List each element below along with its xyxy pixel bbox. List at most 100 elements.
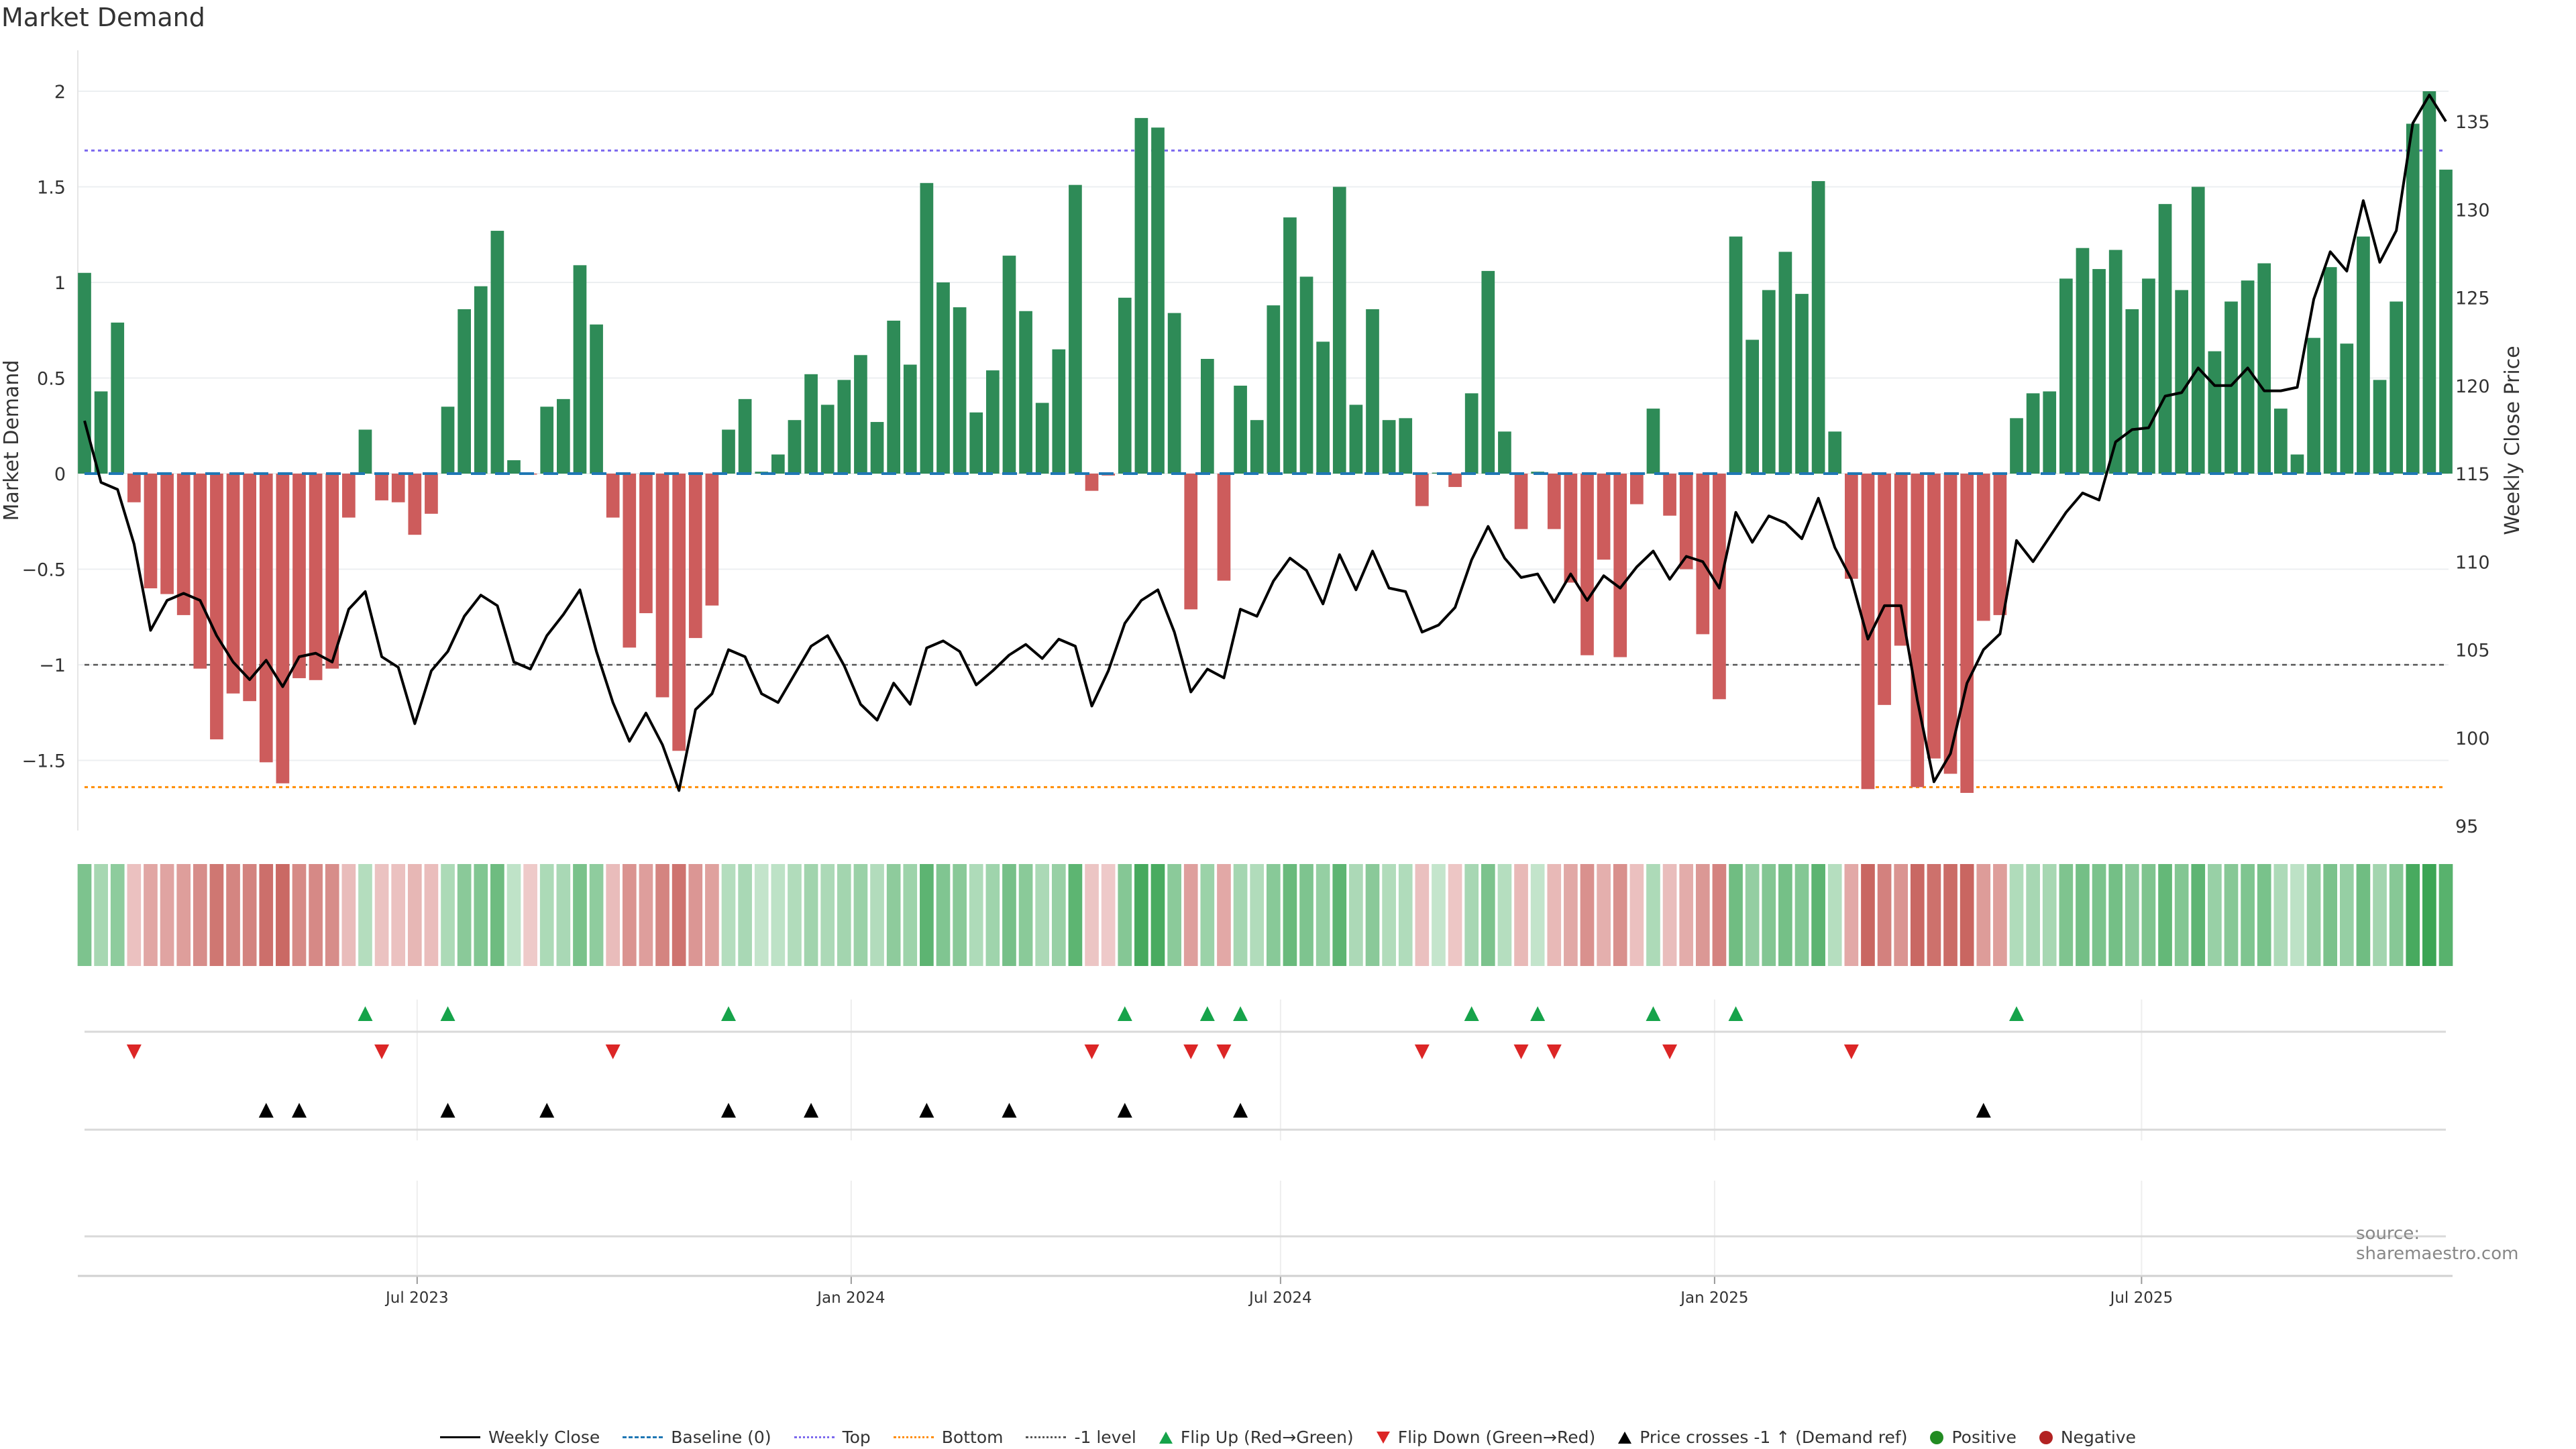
y-tick-label: 2: [54, 82, 66, 103]
demand-bar: [391, 474, 405, 502]
demand-bar: [854, 355, 867, 474]
heat-cell: [193, 864, 207, 966]
demand-bar: [259, 474, 273, 763]
demand-bar: [557, 398, 570, 474]
heat-cell: [2273, 864, 2288, 966]
heat-cell: [1778, 864, 1792, 966]
demand-bar: [2257, 263, 2271, 474]
heat-cell: [1564, 864, 1578, 966]
heat-cell: [1382, 864, 1396, 966]
heat-cell: [2174, 864, 2189, 966]
y-axis-label: Market Demand: [0, 360, 23, 521]
heat-cell: [474, 864, 488, 966]
heat-cell: [325, 864, 339, 966]
demand-bar: [1746, 339, 1759, 474]
demand-bar: [804, 374, 818, 474]
demand-bar: [2059, 278, 2073, 474]
heat-cell: [2158, 864, 2172, 966]
heat-cell: [870, 864, 884, 966]
heat-cell: [705, 864, 719, 966]
heat-cell: [1613, 864, 1627, 966]
heat-cell: [160, 864, 174, 966]
heat-cell: [1332, 864, 1347, 966]
heat-cell: [358, 864, 372, 966]
y-tick-label: −1: [39, 655, 66, 676]
legend-label: Flip Down (Green→Red): [1397, 1428, 1596, 1447]
heat-cell: [1927, 864, 1941, 966]
demand-bar: [2191, 186, 2205, 474]
heat-cell: [2306, 864, 2321, 966]
legend-label: -1 level: [1074, 1428, 1136, 1447]
demand-bar: [2357, 236, 2370, 474]
demand-bar: [2125, 309, 2139, 474]
y-tick-label: 0: [54, 464, 66, 485]
price-cross-marker: [539, 1103, 555, 1118]
demand-bar: [342, 474, 356, 518]
flip-up-marker: [440, 1006, 455, 1021]
demand-bar: [2390, 301, 2403, 474]
chart-title: Market Demand: [1, 3, 205, 32]
y-tick-label: 1.5: [37, 178, 66, 199]
heat-cell: [1993, 864, 2007, 966]
heat-cell: [2224, 864, 2239, 966]
heat-cell: [1497, 864, 1512, 966]
flip-down-marker: [605, 1044, 621, 1059]
heat-cell: [2076, 864, 2090, 966]
source-credit: source: sharemaestro.com: [2356, 1224, 2519, 1264]
heat-cell: [407, 864, 422, 966]
price-cross-marker: [919, 1103, 934, 1118]
demand-bar: [1646, 409, 1660, 474]
heat-cell: [2141, 864, 2156, 966]
demand-bar: [1894, 474, 1908, 646]
demand-bar: [1366, 309, 1379, 474]
legend-item: Flip Up (Red→Green): [1159, 1428, 1354, 1447]
heat-cell: [110, 864, 125, 966]
demand-bar: [111, 322, 125, 474]
heat-cell: [309, 864, 323, 966]
heat-cell: [573, 864, 587, 966]
demand-bar: [887, 321, 900, 474]
demand-bar: [738, 398, 752, 474]
legend-label: Top: [842, 1428, 871, 1447]
legend-label: Bottom: [941, 1428, 1004, 1447]
demand-bar: [276, 474, 290, 784]
y2-tick-label: 125: [2455, 288, 2490, 309]
demand-bar: [243, 474, 256, 702]
heat-cell: [1729, 864, 1743, 966]
heat-cell: [1695, 864, 1710, 966]
heat-cell: [341, 864, 356, 966]
demand-bar: [425, 474, 438, 514]
legend-dot-icon: [2039, 1430, 2053, 1444]
heat-cell: [1134, 864, 1148, 966]
heat-cell: [1250, 864, 1265, 966]
flip-down-marker: [374, 1044, 390, 1059]
demand-bar: [2241, 280, 2255, 474]
y-tick-label: −0.5: [21, 560, 66, 581]
triangle-down-icon: [1376, 1431, 1390, 1444]
demand-bar: [1201, 359, 1214, 474]
heat-cell: [1894, 864, 1909, 966]
demand-bar: [458, 309, 471, 474]
heat-cell: [94, 864, 108, 966]
demand-bar: [127, 474, 141, 502]
demand-bar: [1547, 474, 1561, 529]
demand-bar: [936, 282, 950, 474]
demand-bar: [969, 412, 983, 474]
heat-cell: [1365, 864, 1380, 966]
flip-up-marker: [1728, 1006, 1743, 1021]
demand-bar: [2340, 343, 2354, 474]
demand-bar: [1613, 474, 1627, 657]
heat-cell: [2438, 864, 2453, 966]
heat-cell: [1712, 864, 1727, 966]
heat-cell: [1415, 864, 1430, 966]
demand-bar: [1349, 405, 1363, 474]
demand-bar: [78, 272, 91, 474]
heat-cell: [1035, 864, 1050, 966]
demand-bar: [210, 474, 223, 740]
demand-bar: [1217, 474, 1231, 581]
demand-bar: [2076, 248, 2090, 474]
flip-up-marker: [1464, 1006, 1479, 1021]
heat-cell: [1960, 864, 1974, 966]
demand-bar: [2290, 454, 2304, 474]
